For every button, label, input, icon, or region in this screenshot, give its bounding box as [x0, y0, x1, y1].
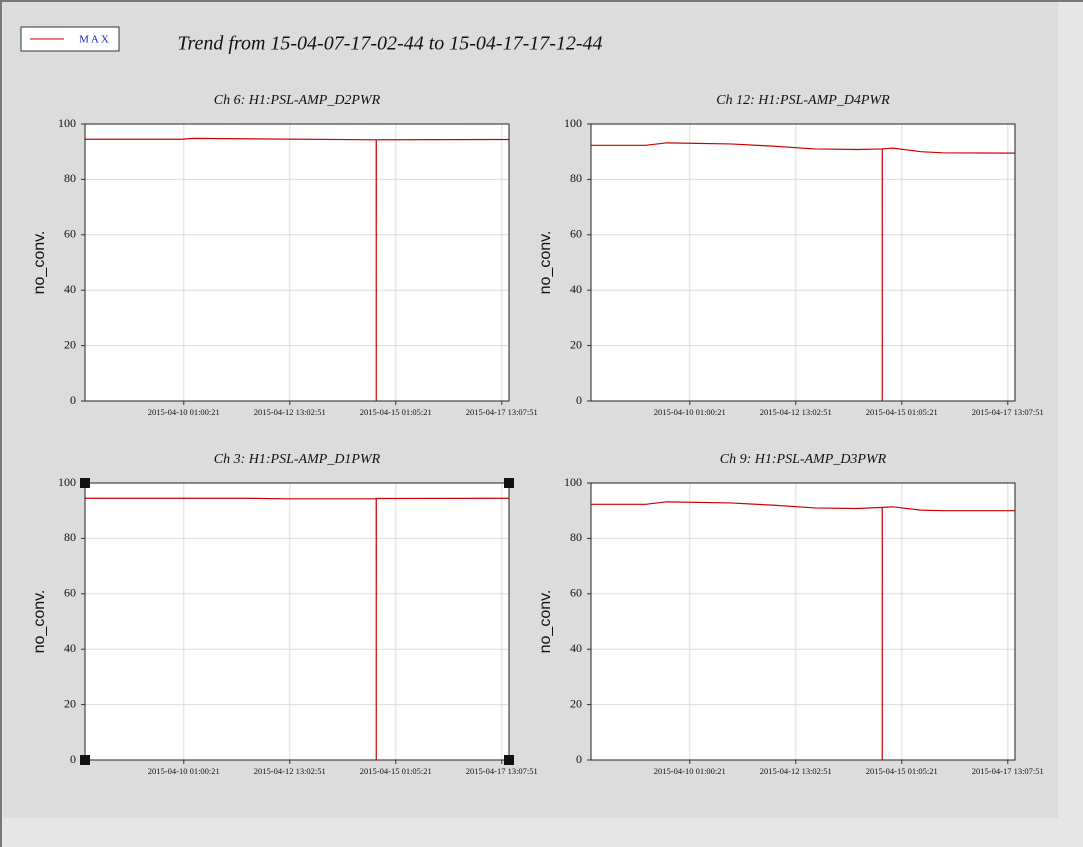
- y-tick-label: 60: [64, 227, 76, 241]
- y-tick-label: 20: [570, 696, 582, 710]
- plot-area: [85, 483, 509, 760]
- y-tick-label: 80: [64, 530, 76, 544]
- y-axis-label: no_conv.: [537, 231, 554, 295]
- handle: [504, 478, 514, 488]
- y-tick-label: 80: [570, 530, 582, 544]
- plot-frame: [84, 482, 510, 761]
- y-tick-label: 0: [576, 393, 582, 407]
- x-tick-label: 2015-04-15 01:05:21: [866, 407, 938, 417]
- y-axis-label: no_conv.: [31, 231, 48, 295]
- x-tick-label: 2015-04-17 13:07:51: [972, 407, 1044, 417]
- y-tick-label: 40: [64, 641, 76, 655]
- legend-box: [20, 26, 120, 52]
- x-tick-label: 2015-04-17 13:07:51: [972, 766, 1044, 776]
- y-axis-label: no_conv.: [537, 590, 554, 654]
- handle: [80, 478, 90, 488]
- chart-title: Ch 9: H1:PSL-AMP_D3PWR: [720, 452, 887, 467]
- handle: [504, 755, 514, 765]
- page-title: Trend from 15-04-07-17-02-44 to 15-04-17…: [177, 33, 602, 55]
- plot-frame: [590, 482, 1016, 761]
- x-tick-label: 2015-04-15 01:05:21: [360, 766, 432, 776]
- x-tick-label: 2015-04-10 01:00:21: [654, 407, 726, 417]
- x-tick-label: 2015-04-10 01:00:21: [654, 766, 726, 776]
- handle: [80, 755, 90, 765]
- selection-handles: [80, 478, 514, 765]
- data-line: [85, 497, 510, 761]
- y-tick-label: 80: [570, 171, 582, 185]
- chart-title: Ch 3: H1:PSL-AMP_D1PWR: [214, 452, 381, 467]
- y-tick-label: 0: [70, 752, 76, 766]
- x-tick-label: 2015-04-17 13:07:51: [466, 766, 538, 776]
- data-line: [591, 501, 1015, 761]
- y-tick-label: 0: [70, 393, 76, 407]
- x-tick-label: 2015-04-12 13:02:51: [760, 407, 832, 417]
- y-tick-label: 0: [576, 752, 582, 766]
- y-tick-label: 40: [570, 282, 582, 296]
- y-axis-label: no_conv.: [31, 590, 48, 654]
- plot-area: [591, 124, 1015, 401]
- y-tick-label: 100: [58, 475, 76, 489]
- data-line: [591, 142, 1016, 402]
- y-tick-label: 20: [64, 696, 76, 710]
- y-tick-label: 60: [570, 586, 582, 600]
- y-tick-label: 100: [58, 116, 76, 130]
- y-tick-label: 100: [564, 116, 582, 130]
- y-tick-label: 60: [570, 227, 582, 241]
- x-tick-label: 2015-04-10 01:00:21: [148, 407, 220, 417]
- x-tick-label: 2015-04-15 01:05:21: [360, 407, 432, 417]
- plot-frame: [84, 123, 510, 402]
- x-tick-label: 2015-04-12 13:02:51: [254, 766, 326, 776]
- x-tick-label: 2015-04-17 13:07:51: [466, 407, 538, 417]
- y-tick-label: 60: [64, 586, 76, 600]
- x-tick-label: 2015-04-15 01:05:21: [866, 766, 938, 776]
- y-tick-label: 20: [570, 337, 582, 351]
- y-tick-label: 20: [64, 337, 76, 351]
- y-tick-label: 80: [64, 171, 76, 185]
- plot-area: [85, 124, 509, 401]
- x-tick-label: 2015-04-10 01:00:21: [148, 766, 220, 776]
- y-tick-label: 40: [64, 282, 76, 296]
- plot-frame: [590, 123, 1016, 402]
- y-tick-label: 40: [570, 641, 582, 655]
- x-tick-label: 2015-04-12 13:02:51: [760, 766, 832, 776]
- chart-title: Ch 12: H1:PSL-AMP_D4PWR: [716, 93, 890, 108]
- plot-area: [591, 483, 1015, 760]
- y-tick-label: 100: [564, 475, 582, 489]
- data-line: [85, 137, 510, 402]
- chart-title: Ch 6: H1:PSL-AMP_D2PWR: [214, 93, 381, 108]
- x-tick-label: 2015-04-12 13:02:51: [254, 407, 326, 417]
- legend-label: MAX: [79, 34, 111, 46]
